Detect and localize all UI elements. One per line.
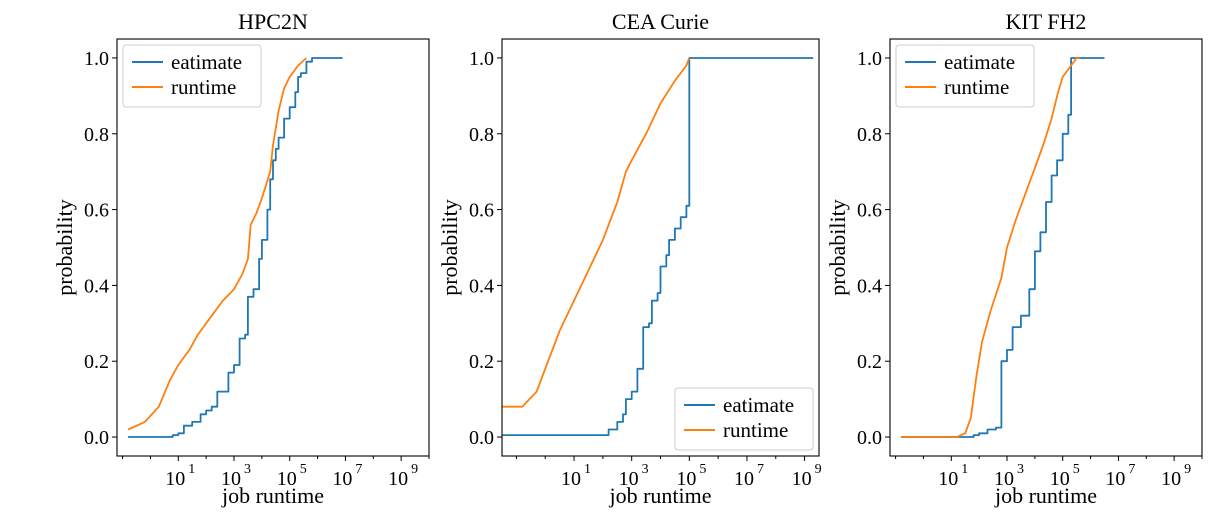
series-line-estimate — [502, 57, 814, 436]
legend-label: eatimate — [723, 393, 794, 417]
y-tick-label: 0.2 — [84, 351, 109, 373]
x-tick-exponent: 5 — [699, 462, 706, 477]
x-tick-label: 10 — [734, 468, 754, 490]
y-tick-label: 0.6 — [469, 200, 494, 222]
legend-label: runtime — [944, 75, 1009, 99]
legend-box — [122, 44, 262, 108]
y-tick-label: 0.4 — [469, 275, 494, 297]
y-tick-label: 0.8 — [857, 124, 882, 146]
chart-title: KIT FH2 — [1006, 9, 1087, 34]
y-tick-label: 0.6 — [84, 200, 109, 222]
x-tick-label: 10 — [619, 468, 639, 490]
x-tick-label: 10 — [1161, 468, 1181, 490]
legend-box — [674, 387, 814, 451]
y-tick-label: 1.0 — [857, 48, 882, 70]
x-tick-label: 10 — [792, 468, 812, 490]
legend-box — [895, 44, 1035, 108]
y-tick-label: 0.4 — [857, 275, 882, 297]
legend-label: eatimate — [944, 50, 1015, 74]
y-tick-label: 0.0 — [469, 427, 494, 449]
plot-frame — [116, 38, 430, 457]
x-tick-exponent: 5 — [1073, 462, 1080, 477]
x-tick-label: 10 — [938, 468, 958, 490]
y-axis-label: probability — [825, 199, 850, 296]
chart-title: HPC2N — [238, 9, 308, 34]
y-tick-label: 0.0 — [84, 427, 109, 449]
y-tick-label: 0.2 — [857, 351, 882, 373]
y-tick-label: 0.6 — [857, 200, 882, 222]
x-tick-exponent: 1 — [961, 462, 968, 477]
y-tick-label: 1.0 — [469, 48, 494, 70]
x-tick-exponent: 1 — [584, 462, 591, 477]
y-tick-label: 0.8 — [469, 124, 494, 146]
plot-frame — [889, 38, 1203, 457]
series-line-runtime — [901, 57, 1080, 438]
x-tick-label: 10 — [277, 468, 297, 490]
x-tick-label: 10 — [561, 468, 581, 490]
chart-title: CEA Curie — [612, 9, 709, 34]
x-axis-label: job runtime — [221, 483, 324, 508]
x-tick-exponent: 3 — [244, 462, 251, 477]
x-tick-exponent: 9 — [1184, 462, 1191, 477]
x-tick-exponent: 7 — [757, 462, 764, 477]
x-tick-label: 10 — [994, 468, 1014, 490]
x-tick-exponent: 1 — [188, 462, 195, 477]
x-tick-exponent: 5 — [300, 462, 307, 477]
series-line-estimate — [901, 57, 1105, 438]
y-axis-label: probability — [52, 199, 77, 296]
x-axis-label: job runtime — [608, 483, 711, 508]
y-axis-label: probability — [437, 199, 462, 296]
y-tick-label: 0.2 — [469, 351, 494, 373]
x-tick-label: 10 — [165, 468, 185, 490]
x-tick-exponent: 3 — [642, 462, 649, 477]
x-tick-label: 10 — [332, 468, 352, 490]
y-tick-label: 0.8 — [84, 124, 109, 146]
x-tick-label: 10 — [1050, 468, 1070, 490]
x-tick-label: 10 — [1105, 468, 1125, 490]
legend-label: runtime — [171, 75, 236, 99]
series-line-runtime — [127, 57, 308, 431]
x-tick-label: 10 — [388, 468, 408, 490]
x-tick-exponent: 7 — [355, 462, 362, 477]
x-tick-exponent: 7 — [1128, 462, 1135, 477]
x-tick-label: 10 — [221, 468, 241, 490]
legend-label: eatimate — [171, 50, 242, 74]
x-tick-exponent: 3 — [1017, 462, 1024, 477]
x-tick-label: 10 — [676, 468, 696, 490]
x-axis-label: job runtime — [994, 483, 1097, 508]
y-tick-label: 1.0 — [84, 48, 109, 70]
y-tick-label: 0.4 — [84, 275, 109, 297]
x-tick-exponent: 9 — [411, 462, 418, 477]
series-line-estimate — [128, 57, 343, 438]
series-line-runtime — [502, 57, 691, 408]
x-tick-exponent: 9 — [815, 462, 822, 477]
legend-label: runtime — [723, 418, 788, 442]
y-tick-label: 0.0 — [857, 427, 882, 449]
